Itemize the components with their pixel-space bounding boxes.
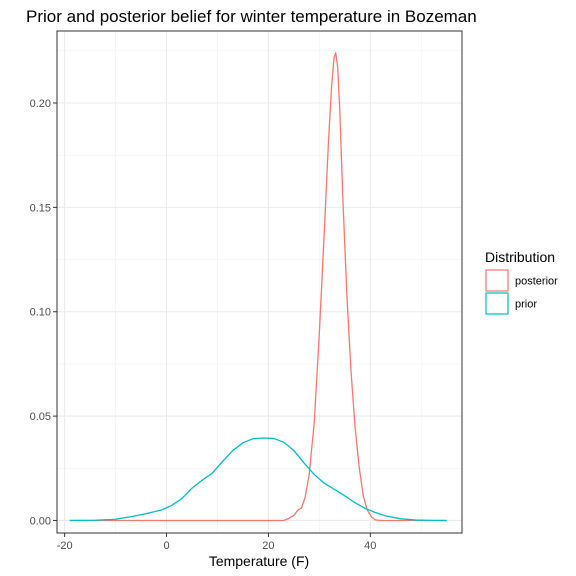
series-line-prior — [69, 437, 447, 522]
x-tick-label: -20 — [57, 540, 73, 552]
y-axis: 0.00 0.05 0.10 0.15 0.20 — [30, 98, 57, 527]
legend-label-prior: prior — [515, 299, 537, 311]
series-layer — [69, 52, 447, 522]
y-tick-label: 0.15 — [30, 202, 51, 214]
x-axis-title: Temperature (F) — [209, 553, 309, 569]
legend-items: posterior prior — [485, 269, 558, 315]
legend-key-prior — [485, 292, 509, 315]
legend-label-posterior: posterior — [515, 276, 558, 288]
x-tick-label: 20 — [262, 540, 274, 552]
y-tick-label: 0.05 — [30, 411, 51, 423]
legend: Distribution posterior prior — [485, 249, 558, 315]
panel-border — [56, 30, 463, 534]
x-tick-label: 40 — [364, 540, 376, 552]
series-line-posterior — [69, 52, 447, 522]
y-tick-label: 0.10 — [30, 307, 51, 319]
y-tick-label: 0.00 — [30, 515, 51, 527]
chart-title: Prior and posterior belief for winter te… — [26, 7, 477, 26]
legend-title: Distribution — [485, 249, 555, 265]
minor-gridlines — [57, 31, 462, 533]
y-tick-label: 0.20 — [30, 98, 51, 110]
x-axis: -20 0 20 40 — [57, 533, 376, 552]
legend-key-posterior — [485, 269, 509, 292]
x-tick-label: 0 — [163, 540, 169, 552]
